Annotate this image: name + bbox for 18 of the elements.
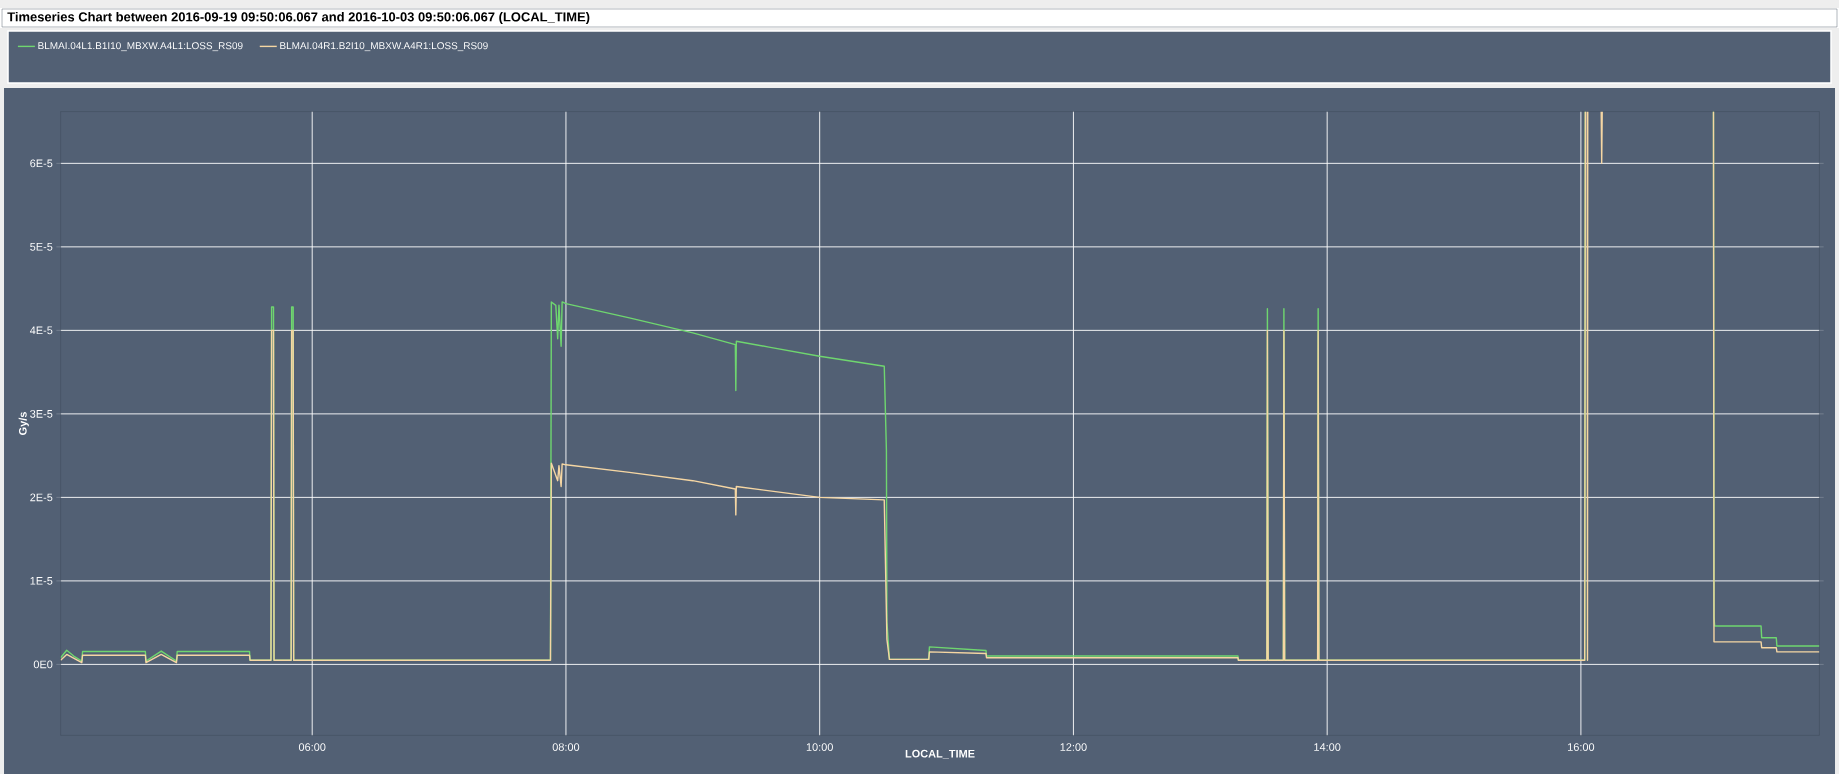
legend-label: BLMAI.04R1.B2I10_MBXW.A4R1:LOSS_RS09 [280, 42, 488, 52]
x-tick-label: 16:00 [1568, 743, 1595, 751]
y-tick-label: 6E-5 [30, 159, 53, 168]
x-tick-label: 06:00 [298, 743, 326, 751]
x-tick-label: 14:00 [1314, 743, 1341, 751]
y-tick-label: 0E0 [33, 660, 53, 669]
x-axis-title: LOCAL_TIME [905, 749, 975, 759]
y-tick-label: 2E-5 [30, 493, 53, 502]
x-tick-label: 08:00 [552, 743, 580, 751]
y-axis-title: Gy/s [18, 412, 29, 435]
x-tick-label: 10:00 [806, 743, 833, 751]
y-tick-label: 4E-5 [29, 326, 53, 335]
y-tick-label: 5E-5 [30, 243, 53, 251]
chart-title: Timeseries Chart between 2016-09-19 09:50:06.067 and 2016-10-03 09:50:06.067 (LOCAL_TIME) [7, 11, 590, 25]
y-tick-label: 3E-5 [30, 410, 53, 418]
x-tick-label: 12:00 [1060, 743, 1087, 751]
legend-label: BLMAI.04L1.B1I10_MBXW.A4L1:LOSS_RS09 [38, 42, 243, 52]
y-tick-label: 1E-5 [30, 577, 53, 585]
